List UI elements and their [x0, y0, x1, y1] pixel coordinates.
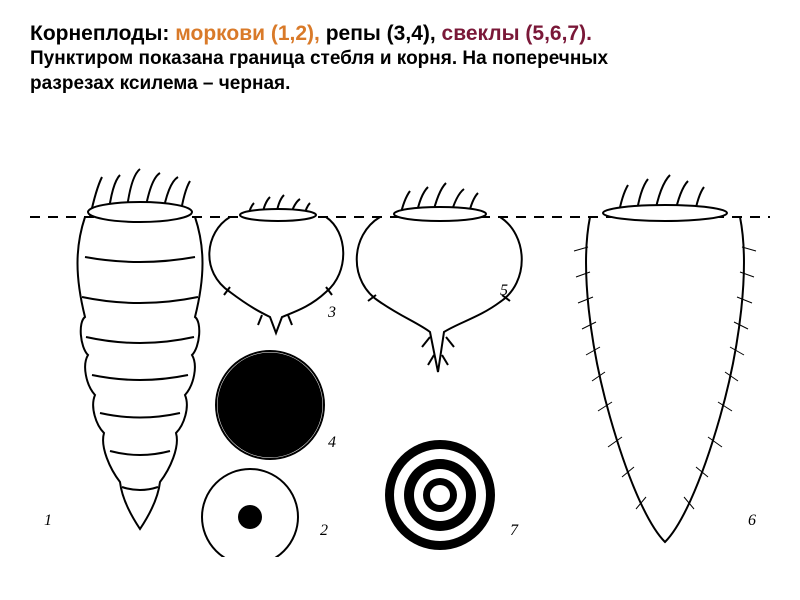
title-lead: Корнеплоды: [30, 22, 169, 45]
subtitle-line1: Пунктиром показана граница стебля и корн… [30, 47, 770, 72]
title-carrot: моркови (1,2), [169, 22, 319, 45]
turnip-cross-section-4 [216, 351, 324, 459]
root-diagram: 1 3 4 2 5 7 6 [30, 117, 770, 557]
label-6: 6 [748, 512, 756, 529]
label-1: 1 [44, 512, 52, 529]
title-turnip: репы (3,4), [320, 22, 436, 45]
label-7: 7 [510, 522, 519, 539]
beet-root-6 [574, 175, 756, 542]
label-2: 2 [320, 522, 328, 539]
title-block: Корнеплоды: моркови (1,2), репы (3,4), с… [30, 20, 770, 97]
beet-root-5 [357, 183, 522, 372]
turnip-root-3 [209, 195, 343, 333]
label-5: 5 [500, 282, 508, 299]
carrot-root-1 [78, 169, 203, 529]
label-3: 3 [327, 304, 336, 321]
title-beet: свеклы (5,6,7). [436, 22, 592, 45]
label-4: 4 [328, 434, 336, 451]
beet-cross-section-7 [385, 440, 495, 550]
carrot-cross-section-2 [202, 469, 298, 557]
title-main: Корнеплоды: моркови (1,2), репы (3,4), с… [30, 20, 770, 47]
subtitle-line2: разрезах ксилема – черная. [30, 72, 770, 97]
